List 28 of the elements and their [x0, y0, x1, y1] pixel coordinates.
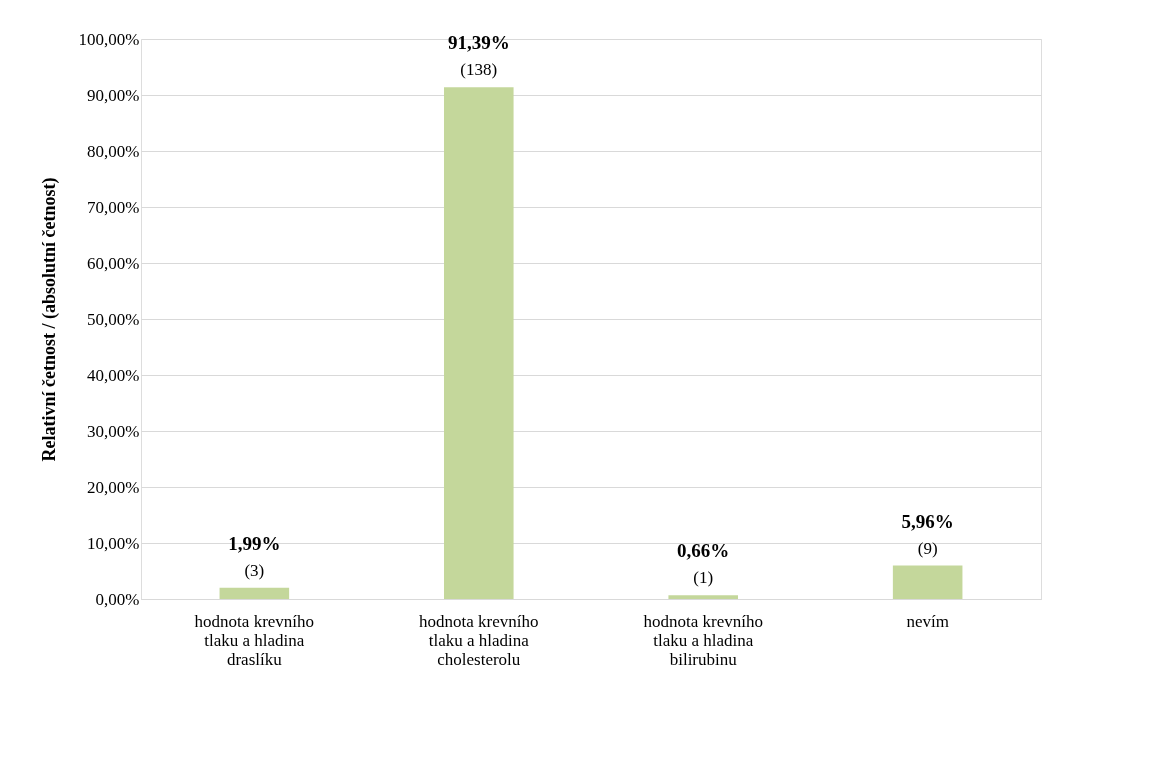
- y-tick-label: 30,00%: [87, 421, 140, 441]
- bar: [668, 595, 739, 599]
- y-tick-label: 70,00%: [87, 197, 140, 217]
- annotation: (1): [693, 568, 714, 588]
- annotation: (3): [244, 560, 265, 580]
- y-tick-label: 60,00%: [87, 253, 140, 273]
- y-tick-label: 80,00%: [87, 141, 140, 161]
- x-tick-label: hodnota krevního tlaku a hladina draslíku: [194, 611, 315, 669]
- y-axis-title: Relativní četnost / (absolutní četnost): [38, 177, 60, 462]
- data-label: 91,39%: [447, 32, 510, 54]
- bar: [892, 565, 963, 599]
- y-tick-label: 100,00%: [78, 29, 140, 49]
- data-label: 0,66%: [677, 540, 730, 562]
- x-tick-label: hodnota krevního tlaku a hladina bilirubinu: [643, 611, 763, 669]
- y-tick-label: 40,00%: [87, 365, 140, 385]
- bar: [443, 87, 514, 599]
- data-label: 1,99%: [228, 532, 281, 554]
- y-tick-label: 50,00%: [87, 309, 140, 329]
- annotation: (9): [917, 538, 938, 558]
- annotation: (138): [460, 60, 498, 80]
- bar: [219, 587, 290, 599]
- x-tick-label: nevím: [906, 611, 949, 631]
- data-label: 5,96%: [901, 510, 954, 532]
- y-tick-label: 90,00%: [87, 85, 140, 105]
- y-tick-label: 10,00%: [87, 533, 140, 553]
- x-tick-label: hodnota krevního tlaku a hladina cholesterolu: [419, 611, 539, 669]
- y-tick-label: 20,00%: [87, 477, 140, 497]
- y-tick-label: 0,00%: [95, 589, 140, 609]
